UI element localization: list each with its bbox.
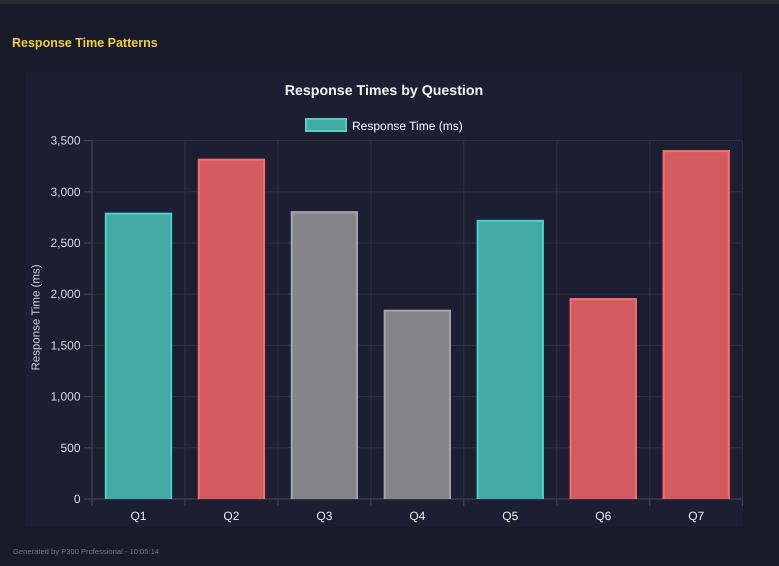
svg-text:Q6: Q6 xyxy=(595,509,611,523)
svg-text:3,500: 3,500 xyxy=(50,134,80,148)
svg-text:Response Times by Question: Response Times by Question xyxy=(285,83,483,99)
svg-text:Q5: Q5 xyxy=(502,509,518,523)
svg-text:2,500: 2,500 xyxy=(50,236,80,250)
svg-text:1,000: 1,000 xyxy=(50,390,80,404)
svg-text:Response Time (ms): Response Time (ms) xyxy=(352,119,463,133)
svg-text:Q2: Q2 xyxy=(223,509,239,523)
svg-text:500: 500 xyxy=(60,441,80,455)
svg-text:Q4: Q4 xyxy=(409,509,425,523)
svg-text:Q7: Q7 xyxy=(688,509,704,523)
svg-text:0: 0 xyxy=(74,492,81,506)
svg-text:1,500: 1,500 xyxy=(50,338,80,352)
svg-text:2,000: 2,000 xyxy=(50,287,80,301)
svg-text:Q3: Q3 xyxy=(316,509,332,523)
svg-text:3,000: 3,000 xyxy=(50,185,80,199)
svg-text:Response Time (ms): Response Time (ms) xyxy=(31,264,43,370)
svg-text:Q1: Q1 xyxy=(130,509,146,523)
